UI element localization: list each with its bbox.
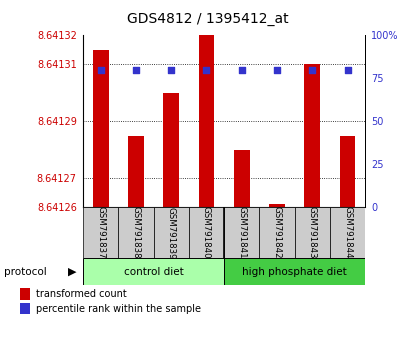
Bar xyxy=(189,207,224,258)
Bar xyxy=(304,64,320,207)
Text: GSM791843: GSM791843 xyxy=(308,206,317,259)
Point xyxy=(168,67,174,73)
Bar xyxy=(83,258,224,285)
Bar xyxy=(118,207,154,258)
Bar xyxy=(234,150,250,207)
Bar xyxy=(20,289,30,300)
Text: transformed count: transformed count xyxy=(36,289,127,299)
Point xyxy=(133,67,139,73)
Text: GSM791844: GSM791844 xyxy=(343,206,352,259)
Point xyxy=(203,67,210,73)
Bar xyxy=(93,50,109,207)
Bar xyxy=(198,21,215,207)
Point xyxy=(274,67,281,73)
Text: control diet: control diet xyxy=(124,267,183,277)
Bar xyxy=(224,207,259,258)
Bar xyxy=(330,207,365,258)
Text: GSM791837: GSM791837 xyxy=(96,206,105,259)
Bar xyxy=(20,303,30,314)
Bar xyxy=(224,258,365,285)
Point xyxy=(97,67,104,73)
Text: GSM791840: GSM791840 xyxy=(202,206,211,259)
Text: percentile rank within the sample: percentile rank within the sample xyxy=(36,303,201,314)
Text: GSM791842: GSM791842 xyxy=(273,206,281,259)
Bar xyxy=(259,207,295,258)
Point xyxy=(344,67,351,73)
Point xyxy=(238,67,245,73)
Text: GSM791839: GSM791839 xyxy=(167,206,176,259)
Text: GDS4812 / 1395412_at: GDS4812 / 1395412_at xyxy=(127,12,288,27)
Text: GSM791838: GSM791838 xyxy=(132,206,140,259)
Text: protocol: protocol xyxy=(4,267,47,277)
Text: high phosphate diet: high phosphate diet xyxy=(242,267,347,277)
Bar xyxy=(83,207,118,258)
Point xyxy=(309,67,315,73)
Bar xyxy=(163,93,179,207)
Bar xyxy=(154,207,189,258)
Text: GSM791841: GSM791841 xyxy=(237,206,246,259)
Bar xyxy=(128,136,144,207)
Text: ▶: ▶ xyxy=(68,267,77,277)
Bar xyxy=(339,136,356,207)
Bar xyxy=(269,204,285,207)
Bar xyxy=(295,207,330,258)
